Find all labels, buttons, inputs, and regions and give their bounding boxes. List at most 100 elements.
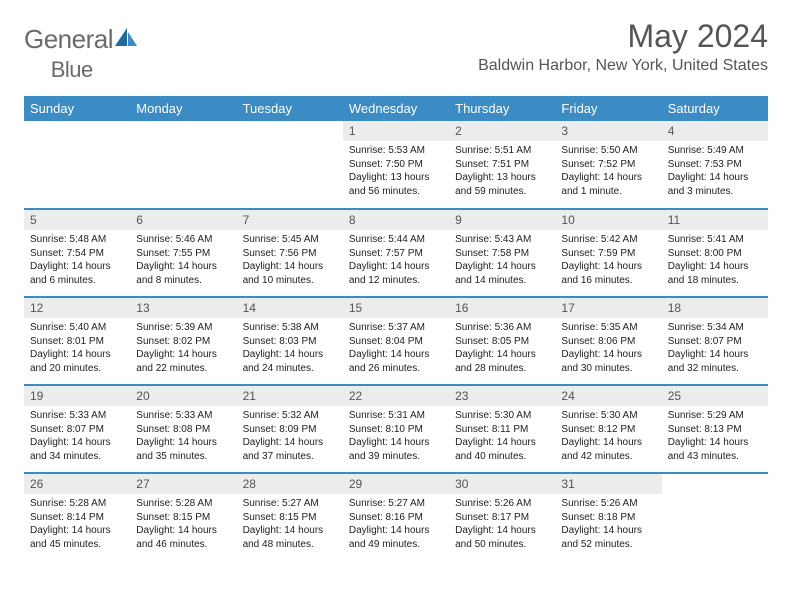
brand-logo: General <box>24 24 141 55</box>
day-content: Sunrise: 5:31 AMSunset: 8:10 PMDaylight:… <box>343 406 449 466</box>
day-number: 24 <box>555 386 661 406</box>
weekday-header: Monday <box>130 96 236 121</box>
day-number: 15 <box>343 298 449 318</box>
sunrise-text: Sunrise: 5:53 AM <box>349 144 443 158</box>
daylight-text: Daylight: 14 hours and 26 minutes. <box>349 348 443 375</box>
calendar-cell: 9Sunrise: 5:43 AMSunset: 7:58 PMDaylight… <box>449 209 555 297</box>
calendar-cell: 3Sunrise: 5:50 AMSunset: 7:52 PMDaylight… <box>555 121 661 209</box>
day-content: Sunrise: 5:28 AMSunset: 8:14 PMDaylight:… <box>24 494 130 554</box>
calendar-cell: 24Sunrise: 5:30 AMSunset: 8:12 PMDayligh… <box>555 385 661 473</box>
day-number: 18 <box>662 298 768 318</box>
sunrise-text: Sunrise: 5:28 AM <box>30 497 124 511</box>
weekday-header: Thursday <box>449 96 555 121</box>
sunset-text: Sunset: 8:13 PM <box>668 423 762 437</box>
sunset-text: Sunset: 8:17 PM <box>455 511 549 525</box>
calendar-week-row: 12Sunrise: 5:40 AMSunset: 8:01 PMDayligh… <box>24 297 768 385</box>
sunset-text: Sunset: 8:14 PM <box>30 511 124 525</box>
sunset-text: Sunset: 8:06 PM <box>561 335 655 349</box>
weekday-header-row: Sunday Monday Tuesday Wednesday Thursday… <box>24 96 768 121</box>
day-number: 25 <box>662 386 768 406</box>
calendar-cell: 10Sunrise: 5:42 AMSunset: 7:59 PMDayligh… <box>555 209 661 297</box>
sunset-text: Sunset: 7:53 PM <box>668 158 762 172</box>
sunrise-text: Sunrise: 5:49 AM <box>668 144 762 158</box>
calendar-cell: 18Sunrise: 5:34 AMSunset: 8:07 PMDayligh… <box>662 297 768 385</box>
brand-text-1: General <box>24 24 113 55</box>
day-content: Sunrise: 5:33 AMSunset: 8:07 PMDaylight:… <box>24 406 130 466</box>
day-number: 1 <box>343 121 449 141</box>
daylight-text: Daylight: 14 hours and 46 minutes. <box>136 524 230 551</box>
daylight-text: Daylight: 14 hours and 43 minutes. <box>668 436 762 463</box>
day-content: Sunrise: 5:33 AMSunset: 8:08 PMDaylight:… <box>130 406 236 466</box>
day-content: Sunrise: 5:27 AMSunset: 8:16 PMDaylight:… <box>343 494 449 554</box>
calendar-cell <box>662 473 768 561</box>
day-number: 29 <box>343 474 449 494</box>
calendar-cell: 7Sunrise: 5:45 AMSunset: 7:56 PMDaylight… <box>237 209 343 297</box>
sunrise-text: Sunrise: 5:42 AM <box>561 233 655 247</box>
sunset-text: Sunset: 8:02 PM <box>136 335 230 349</box>
title-block: May 2024 Baldwin Harbor, New York, Unite… <box>478 18 768 75</box>
calendar-cell: 23Sunrise: 5:30 AMSunset: 8:11 PMDayligh… <box>449 385 555 473</box>
calendar-cell: 13Sunrise: 5:39 AMSunset: 8:02 PMDayligh… <box>130 297 236 385</box>
day-number: 14 <box>237 298 343 318</box>
calendar-cell: 14Sunrise: 5:38 AMSunset: 8:03 PMDayligh… <box>237 297 343 385</box>
sunrise-text: Sunrise: 5:27 AM <box>349 497 443 511</box>
day-content: Sunrise: 5:51 AMSunset: 7:51 PMDaylight:… <box>449 141 555 201</box>
day-number: 12 <box>24 298 130 318</box>
sunset-text: Sunset: 8:09 PM <box>243 423 337 437</box>
daylight-text: Daylight: 14 hours and 8 minutes. <box>136 260 230 287</box>
day-number: 16 <box>449 298 555 318</box>
sunrise-text: Sunrise: 5:36 AM <box>455 321 549 335</box>
sunset-text: Sunset: 7:51 PM <box>455 158 549 172</box>
calendar-cell: 4Sunrise: 5:49 AMSunset: 7:53 PMDaylight… <box>662 121 768 209</box>
sunset-text: Sunset: 8:04 PM <box>349 335 443 349</box>
sunrise-text: Sunrise: 5:28 AM <box>136 497 230 511</box>
calendar-cell: 28Sunrise: 5:27 AMSunset: 8:15 PMDayligh… <box>237 473 343 561</box>
daylight-text: Daylight: 14 hours and 12 minutes. <box>349 260 443 287</box>
calendar-cell: 26Sunrise: 5:28 AMSunset: 8:14 PMDayligh… <box>24 473 130 561</box>
weekday-header: Friday <box>555 96 661 121</box>
sunrise-text: Sunrise: 5:45 AM <box>243 233 337 247</box>
month-title: May 2024 <box>478 18 768 55</box>
calendar-page: General May 2024 Baldwin Harbor, New Yor… <box>0 0 792 579</box>
sunset-text: Sunset: 7:50 PM <box>349 158 443 172</box>
calendar-cell: 27Sunrise: 5:28 AMSunset: 8:15 PMDayligh… <box>130 473 236 561</box>
sunset-text: Sunset: 7:54 PM <box>30 247 124 261</box>
calendar-cell: 12Sunrise: 5:40 AMSunset: 8:01 PMDayligh… <box>24 297 130 385</box>
calendar-cell <box>130 121 236 209</box>
day-content: Sunrise: 5:45 AMSunset: 7:56 PMDaylight:… <box>237 230 343 290</box>
sunset-text: Sunset: 8:16 PM <box>349 511 443 525</box>
daylight-text: Daylight: 14 hours and 40 minutes. <box>455 436 549 463</box>
day-content: Sunrise: 5:39 AMSunset: 8:02 PMDaylight:… <box>130 318 236 378</box>
weekday-header: Tuesday <box>237 96 343 121</box>
day-content: Sunrise: 5:49 AMSunset: 7:53 PMDaylight:… <box>662 141 768 201</box>
day-content: Sunrise: 5:42 AMSunset: 7:59 PMDaylight:… <box>555 230 661 290</box>
daylight-text: Daylight: 14 hours and 45 minutes. <box>30 524 124 551</box>
day-content: Sunrise: 5:46 AMSunset: 7:55 PMDaylight:… <box>130 230 236 290</box>
brand-text-2: Blue <box>51 57 93 83</box>
calendar-cell: 30Sunrise: 5:26 AMSunset: 8:17 PMDayligh… <box>449 473 555 561</box>
sunset-text: Sunset: 7:58 PM <box>455 247 549 261</box>
day-content: Sunrise: 5:35 AMSunset: 8:06 PMDaylight:… <box>555 318 661 378</box>
sunset-text: Sunset: 8:05 PM <box>455 335 549 349</box>
sunset-text: Sunset: 8:03 PM <box>243 335 337 349</box>
calendar-cell: 15Sunrise: 5:37 AMSunset: 8:04 PMDayligh… <box>343 297 449 385</box>
calendar-cell: 5Sunrise: 5:48 AMSunset: 7:54 PMDaylight… <box>24 209 130 297</box>
daylight-text: Daylight: 14 hours and 30 minutes. <box>561 348 655 375</box>
sunset-text: Sunset: 8:15 PM <box>243 511 337 525</box>
day-content: Sunrise: 5:26 AMSunset: 8:17 PMDaylight:… <box>449 494 555 554</box>
day-content: Sunrise: 5:50 AMSunset: 7:52 PMDaylight:… <box>555 141 661 201</box>
sunset-text: Sunset: 8:11 PM <box>455 423 549 437</box>
sunset-text: Sunset: 8:07 PM <box>668 335 762 349</box>
daylight-text: Daylight: 14 hours and 20 minutes. <box>30 348 124 375</box>
daylight-text: Daylight: 13 hours and 59 minutes. <box>455 171 549 198</box>
calendar-cell: 6Sunrise: 5:46 AMSunset: 7:55 PMDaylight… <box>130 209 236 297</box>
day-number: 4 <box>662 121 768 141</box>
calendar-cell: 22Sunrise: 5:31 AMSunset: 8:10 PMDayligh… <box>343 385 449 473</box>
weekday-header: Saturday <box>662 96 768 121</box>
day-number: 11 <box>662 210 768 230</box>
sunset-text: Sunset: 8:08 PM <box>136 423 230 437</box>
calendar-cell: 11Sunrise: 5:41 AMSunset: 8:00 PMDayligh… <box>662 209 768 297</box>
sunrise-text: Sunrise: 5:38 AM <box>243 321 337 335</box>
calendar-cell: 25Sunrise: 5:29 AMSunset: 8:13 PMDayligh… <box>662 385 768 473</box>
day-content: Sunrise: 5:53 AMSunset: 7:50 PMDaylight:… <box>343 141 449 201</box>
